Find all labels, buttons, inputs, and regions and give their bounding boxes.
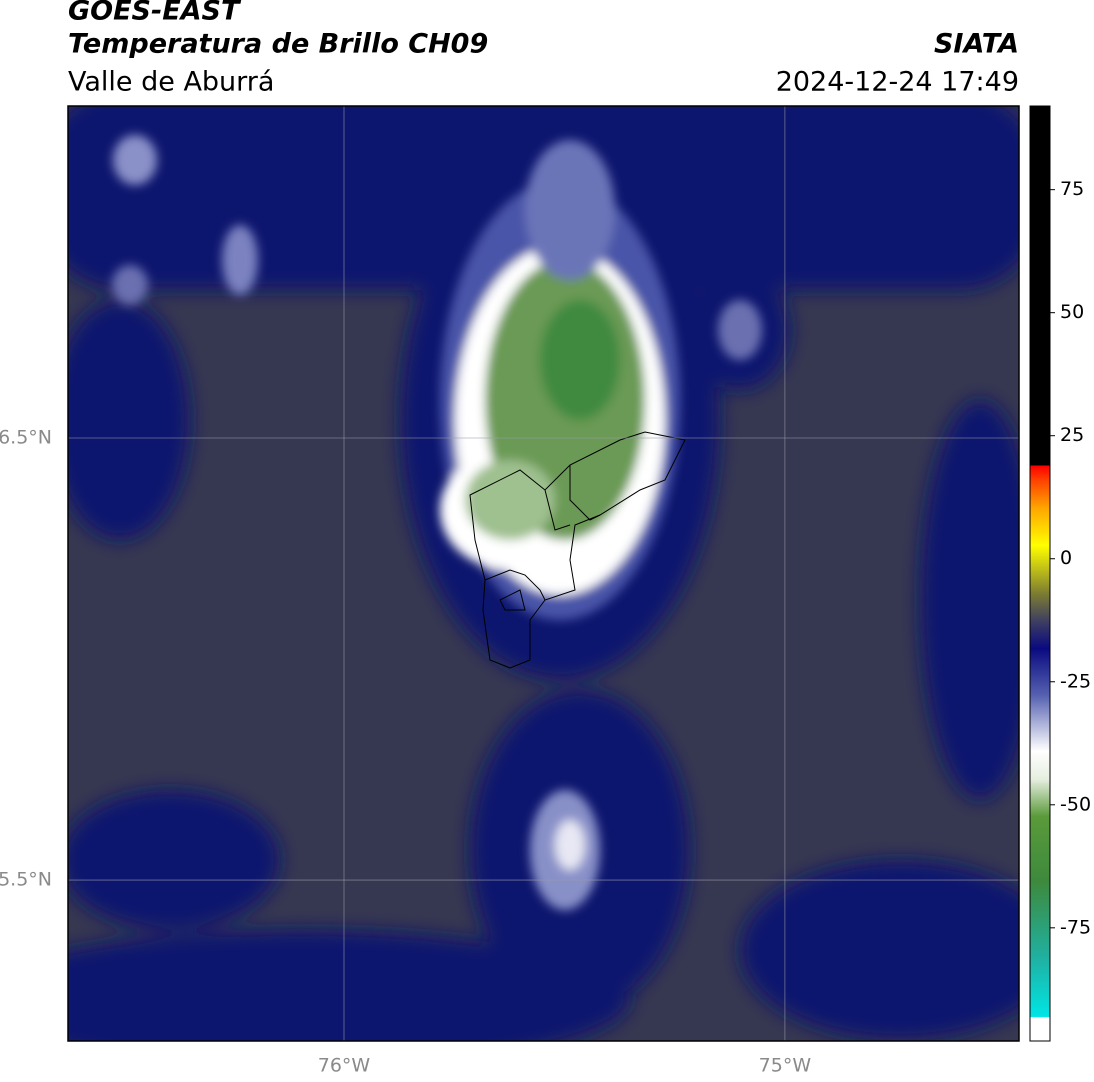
lon-tick-label: 76°W	[318, 1055, 371, 1077]
colorbar-tick-label: 25	[1060, 424, 1084, 446]
colorbar	[1029, 105, 1051, 1042]
colorbar-tick-label: -25	[1060, 670, 1091, 692]
subtitle: Temperatura de Brillo CH09	[68, 29, 488, 60]
lon-tick-label: 75°W	[759, 1055, 812, 1077]
grid	[68, 106, 1019, 1041]
datetime: 2024-12-24 17:49	[776, 67, 1019, 98]
region: Valle de Aburrá	[68, 67, 274, 98]
lat-tick-label: 5.5°N	[0, 869, 52, 891]
colorbar-tick-label: 0	[1060, 547, 1072, 569]
satellite-image	[68, 106, 1019, 1041]
colorbar-tick-label: 50	[1060, 301, 1084, 323]
colorbar-tick-label: -50	[1060, 793, 1091, 815]
title: GOES-EAST	[68, 0, 242, 27]
map-frame	[67, 105, 1020, 1042]
colorbar-tick-label: -75	[1060, 916, 1091, 938]
lat-tick-label: 6.5°N	[0, 427, 52, 449]
colorbar-tick-label: 75	[1060, 178, 1084, 200]
source: SIATA	[934, 29, 1019, 60]
